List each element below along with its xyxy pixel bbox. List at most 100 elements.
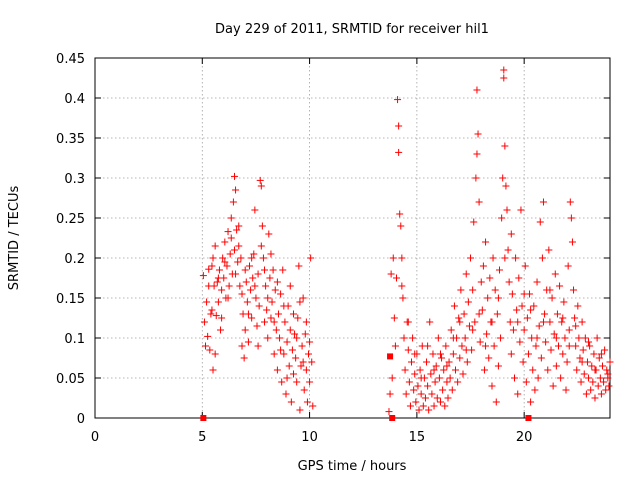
data-point xyxy=(424,342,432,350)
data-point xyxy=(471,318,479,326)
data-point xyxy=(475,310,483,318)
data-point xyxy=(202,342,210,350)
data-point xyxy=(217,326,225,334)
data-point xyxy=(462,346,470,354)
data-point xyxy=(470,218,478,226)
data-point xyxy=(280,350,288,358)
data-point xyxy=(287,398,295,406)
data-point xyxy=(276,334,284,342)
data-point xyxy=(395,122,403,130)
data-point xyxy=(267,314,275,322)
data-point xyxy=(591,366,599,374)
data-point xyxy=(591,394,599,402)
data-point xyxy=(423,358,431,366)
data-point xyxy=(235,242,243,250)
data-point xyxy=(309,402,317,410)
data-point xyxy=(499,174,507,182)
data-point xyxy=(556,282,564,290)
data-point xyxy=(486,274,494,282)
data-point xyxy=(482,342,490,350)
data-point xyxy=(449,350,457,358)
y-tick-labels: 0 0.05 0.1 0.15 0.2 0.25 0.3 0.35 0.4 0.45 xyxy=(56,52,85,427)
data-point xyxy=(538,254,546,262)
data-point xyxy=(597,390,605,398)
data-point xyxy=(546,286,554,294)
data-point xyxy=(404,318,412,326)
data-point xyxy=(435,374,443,382)
data-point xyxy=(467,254,475,262)
data-point xyxy=(242,278,250,286)
data-point xyxy=(459,370,467,378)
data-point xyxy=(562,386,570,394)
data-point xyxy=(433,394,441,402)
data-point xyxy=(227,234,235,242)
x-tick-label: 15 xyxy=(409,430,426,445)
data-point xyxy=(585,374,593,382)
data-point xyxy=(483,330,491,338)
data-point xyxy=(388,374,396,382)
data-point xyxy=(385,408,393,416)
data-point xyxy=(208,306,216,314)
data-point xyxy=(392,274,400,282)
data-point xyxy=(505,278,513,286)
data-point xyxy=(567,214,575,222)
data-point xyxy=(582,390,590,398)
data-point xyxy=(404,346,412,354)
data-point xyxy=(560,298,568,306)
data-point xyxy=(211,242,219,250)
data-point xyxy=(226,250,234,258)
data-point xyxy=(306,338,314,346)
chart-title: Day 229 of 2011, SRMTID for receiver hil… xyxy=(215,22,489,37)
data-point xyxy=(270,350,278,358)
data-point xyxy=(492,398,500,406)
data-point xyxy=(473,86,481,94)
y-tick-label: 0.15 xyxy=(56,292,85,307)
data-point xyxy=(577,378,585,386)
data-point xyxy=(440,366,448,374)
data-point xyxy=(597,350,605,358)
data-point xyxy=(251,206,259,214)
data-point xyxy=(232,270,240,278)
data-point xyxy=(209,254,217,262)
data-point xyxy=(512,254,520,262)
data-point xyxy=(254,270,262,278)
data-point xyxy=(232,186,240,194)
y-tick-label: 0.45 xyxy=(56,52,85,67)
x-tick-label: 10 xyxy=(301,430,318,445)
data-point xyxy=(410,386,418,394)
y-tick-label: 0.3 xyxy=(64,172,85,187)
data-point xyxy=(411,370,419,378)
data-point xyxy=(501,254,509,262)
data-point xyxy=(475,198,483,206)
data-point xyxy=(557,374,565,382)
data-point xyxy=(482,238,490,246)
square-marker xyxy=(200,415,207,421)
data-point xyxy=(565,326,573,334)
data-point xyxy=(387,270,395,278)
data-point xyxy=(389,254,397,262)
y-tick-label: 0.35 xyxy=(56,132,85,147)
data-point xyxy=(285,362,293,370)
data-point xyxy=(203,298,211,306)
data-point xyxy=(532,342,540,350)
data-point xyxy=(479,262,487,270)
data-point xyxy=(238,342,246,350)
data-point xyxy=(253,322,261,330)
data-point xyxy=(305,350,313,358)
data-point xyxy=(605,382,613,390)
data-point xyxy=(414,382,422,390)
data-point xyxy=(544,366,552,374)
data-point xyxy=(264,334,272,342)
data-point xyxy=(425,406,433,414)
data-point xyxy=(266,274,274,282)
data-point xyxy=(263,306,271,314)
data-point xyxy=(277,290,285,298)
data-point xyxy=(299,358,307,366)
data-point xyxy=(519,358,527,366)
data-point xyxy=(524,350,532,358)
data-point xyxy=(258,222,266,230)
data-point xyxy=(575,334,583,342)
data-point xyxy=(281,318,289,326)
data-point xyxy=(269,266,277,274)
data-point xyxy=(488,318,496,326)
